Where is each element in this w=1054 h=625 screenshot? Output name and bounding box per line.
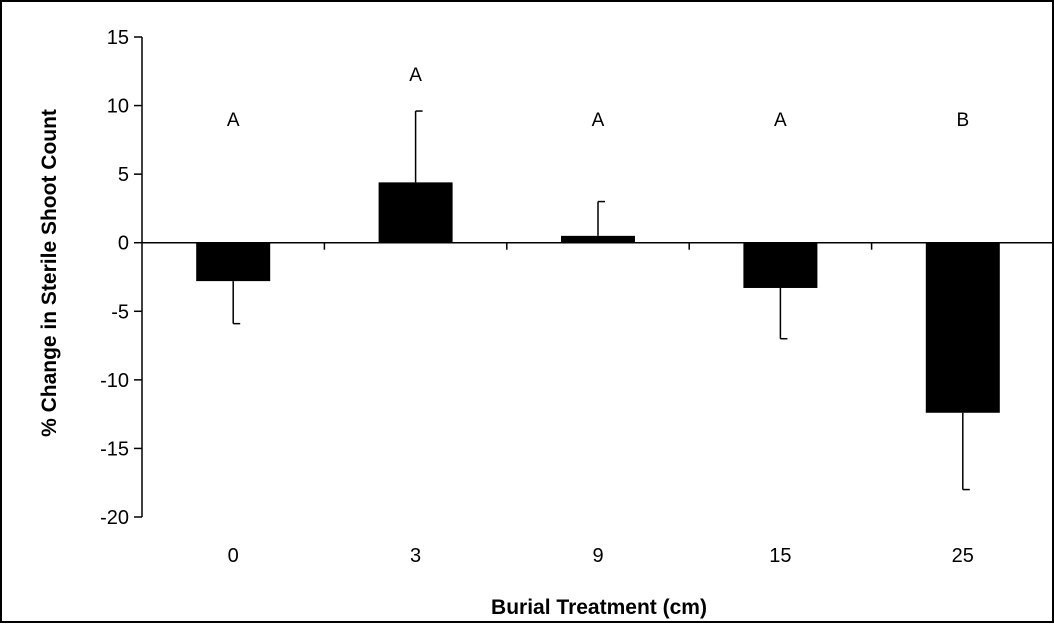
bar-0 bbox=[196, 242, 271, 282]
significance-letter: A bbox=[409, 65, 422, 86]
bar-9 bbox=[561, 235, 635, 243]
y-axis-title: % Change in Sterile Shoot Count bbox=[38, 109, 61, 437]
bar-3 bbox=[378, 182, 453, 243]
y-tick-label: 5 bbox=[118, 164, 129, 186]
significance-letter: A bbox=[227, 110, 240, 131]
x-tick-labels: 0 3 9 15 25 bbox=[228, 545, 974, 567]
error-bars bbox=[232, 110, 970, 491]
bar-25 bbox=[925, 242, 1000, 413]
y-tick-label: 0 bbox=[118, 233, 129, 255]
x-tick-label: 15 bbox=[769, 545, 791, 567]
x-axis-zero-line bbox=[142, 241, 1054, 250]
y-axis: -20 -15 -10 -5 0 5 10 15 bbox=[100, 27, 143, 529]
x-tick-label: 0 bbox=[228, 545, 239, 567]
bars bbox=[196, 182, 1000, 413]
x-axis-title: Burial Treatment (cm) bbox=[491, 596, 707, 619]
significance-letter: A bbox=[592, 110, 605, 131]
y-tick-label: -5 bbox=[111, 301, 129, 323]
y-tick-label: -10 bbox=[100, 370, 129, 392]
y-tick-label: 15 bbox=[107, 27, 129, 49]
bar-15 bbox=[743, 242, 818, 288]
significance-letter: A bbox=[774, 110, 787, 131]
y-tick-label: -20 bbox=[100, 507, 129, 529]
y-tick-label: 10 bbox=[107, 96, 129, 118]
x-tick-label: 9 bbox=[592, 545, 603, 567]
x-tick-label: 3 bbox=[410, 545, 421, 567]
y-tick-label: -15 bbox=[100, 438, 129, 460]
significance-letter: B bbox=[956, 110, 969, 131]
significance-letters: A A A A B bbox=[227, 65, 969, 131]
x-tick-label: 25 bbox=[952, 545, 974, 567]
